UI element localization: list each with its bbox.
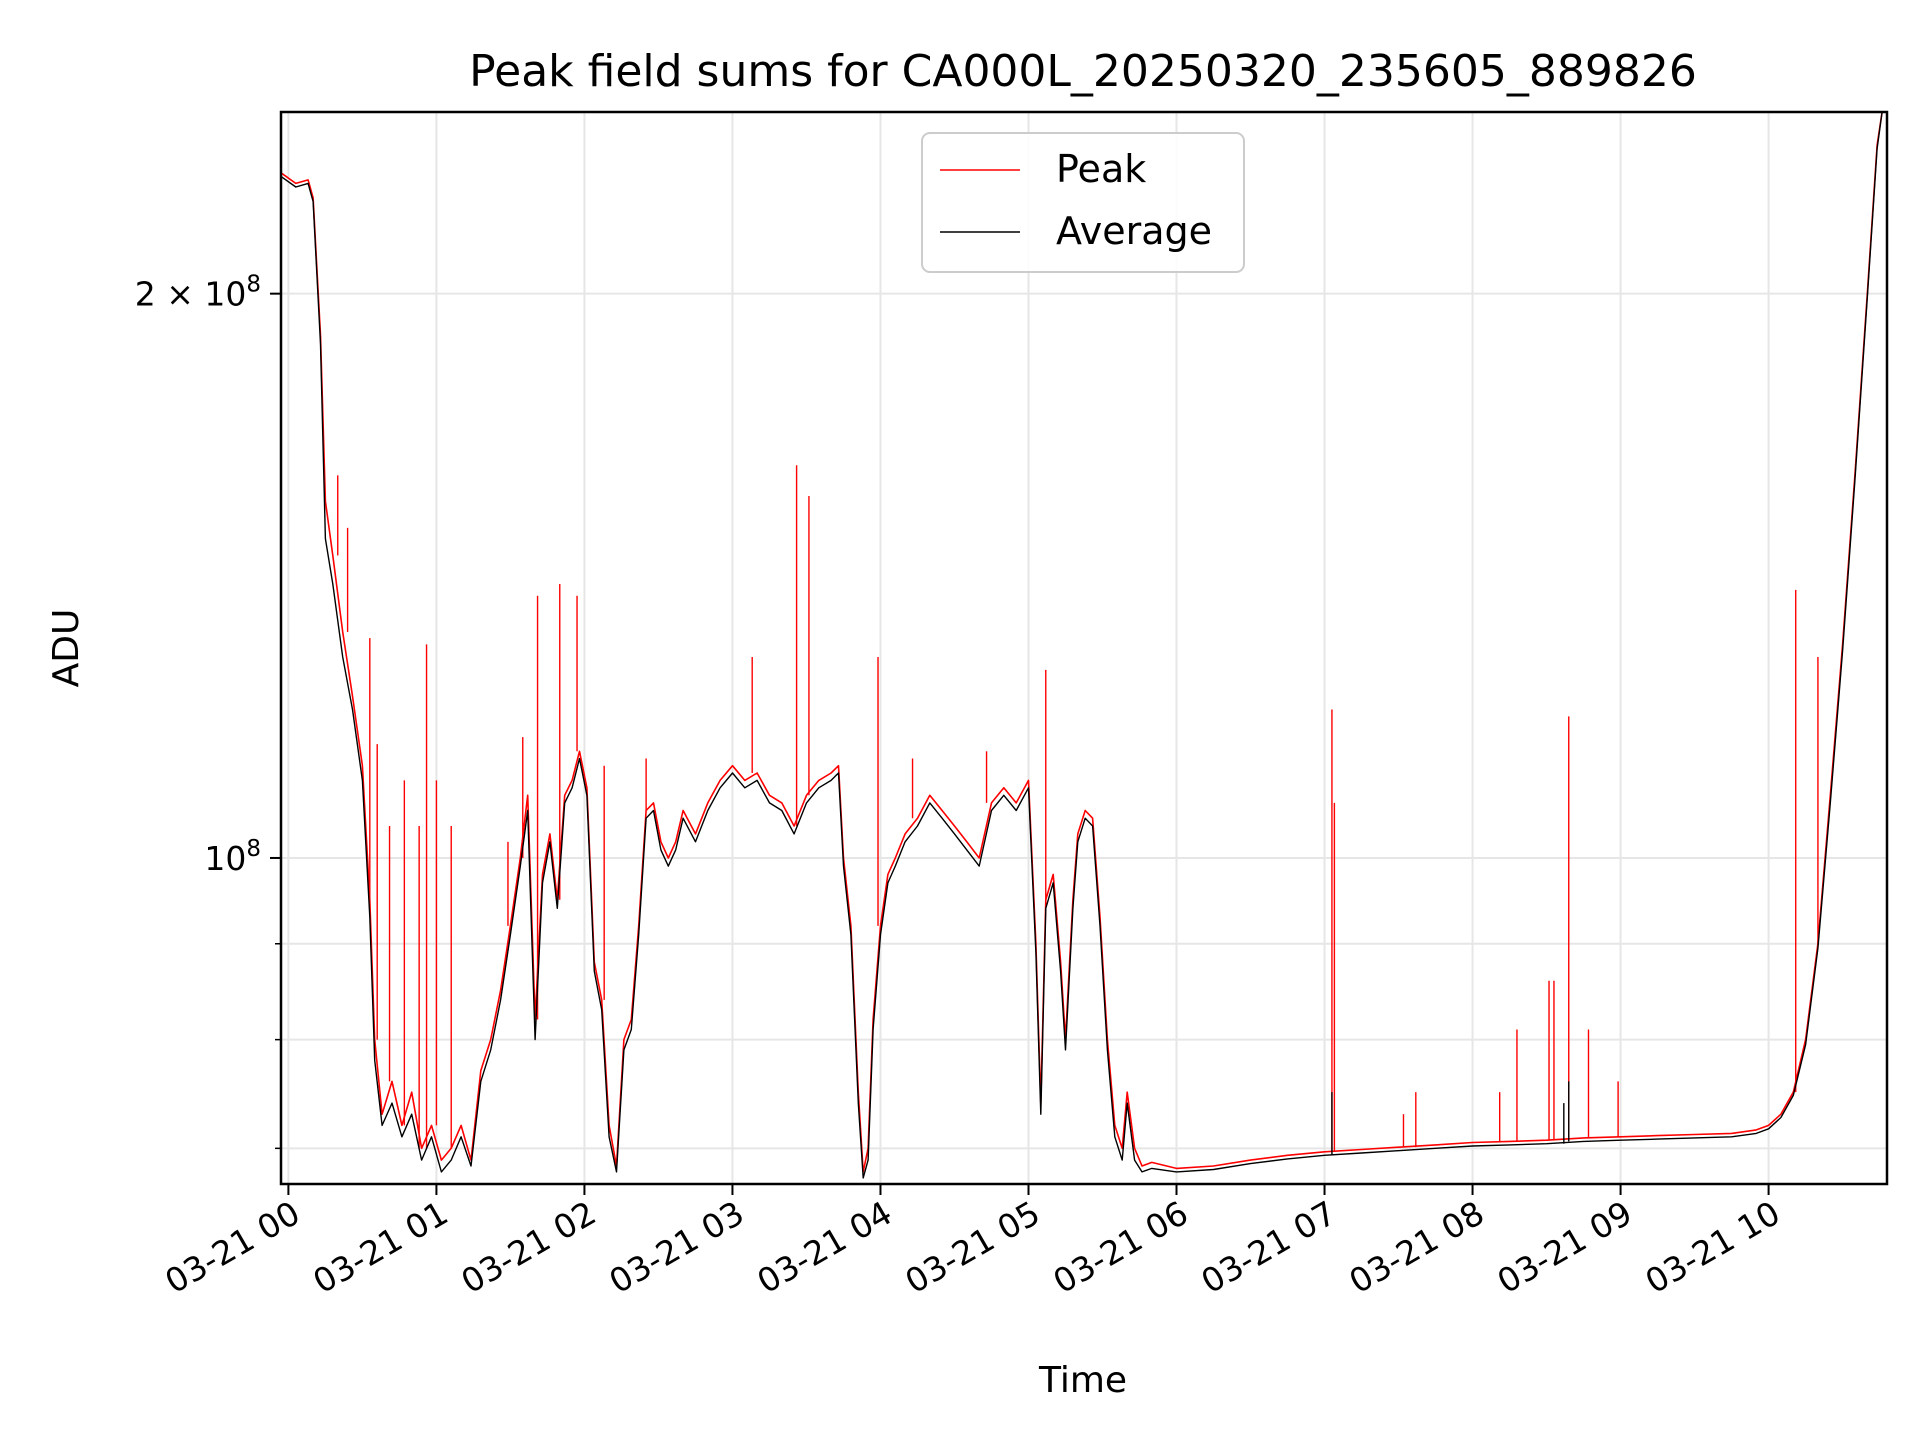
y-tick-label: 108	[204, 836, 261, 878]
legend-label-average: Average	[1056, 209, 1212, 253]
grid-lines	[281, 112, 1887, 1184]
legend-label-peak: Peak	[1056, 147, 1146, 191]
x-axis-label: Time	[1038, 1360, 1127, 1401]
legend: Peak Average	[921, 132, 1245, 273]
legend-box	[921, 132, 1245, 273]
y-axis-ticks: 108 2 × 108	[135, 272, 281, 1150]
chart-title: Peak field sums for CA000L_20250320_2356…	[469, 46, 1697, 97]
plot-frame	[279, 110, 1889, 1186]
series-group	[280, 111, 1883, 1179]
average-series-line	[280, 111, 1883, 1179]
y-tick-label: 2 × 108	[135, 272, 261, 314]
y-axis-label: ADU	[46, 609, 87, 688]
